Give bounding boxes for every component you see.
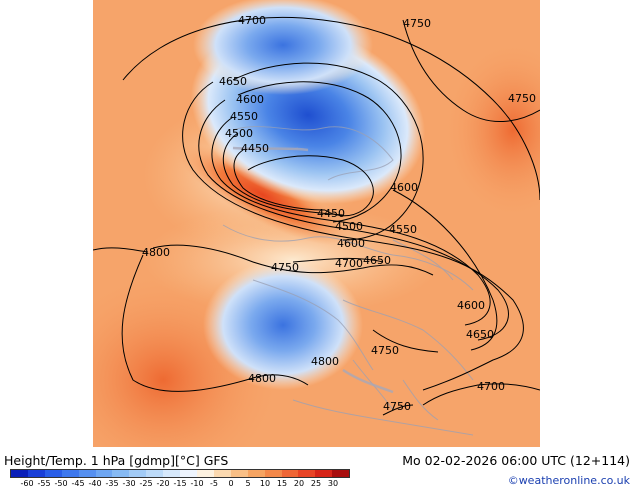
- contour-label: 4750: [403, 17, 431, 30]
- scale-swatch: [230, 470, 248, 477]
- scale-label: 15: [276, 479, 288, 488]
- scale-swatch: [78, 470, 96, 477]
- contour-label: 4700: [335, 257, 363, 270]
- coastlines: [222, 125, 474, 436]
- warm-core-stratospheric: [178, 144, 348, 246]
- scale-swatch: [112, 470, 130, 477]
- contour-label: 4700: [238, 14, 266, 27]
- warm-area-east: [443, 40, 540, 220]
- forecast-valid-time: Mo 02-02-2026 06:00 UTC (12+114): [402, 453, 630, 468]
- scale-swatch: [61, 470, 79, 477]
- land-borders: [232, 146, 394, 394]
- scale-label: -40: [88, 479, 102, 488]
- scale-label: -20: [156, 479, 170, 488]
- scale-label: 25: [310, 479, 322, 488]
- scale-label: -50: [54, 479, 68, 488]
- contour-label: 4650: [466, 328, 494, 341]
- scale-swatch: [146, 470, 164, 477]
- contour-label: 4650: [219, 75, 247, 88]
- scale-swatch: [11, 470, 28, 477]
- contour-label: 4700: [477, 380, 505, 393]
- scale-swatch: [315, 470, 333, 477]
- scale-label: -60: [20, 479, 34, 488]
- scale-label: -45: [71, 479, 85, 488]
- scale-label: 30: [327, 479, 339, 488]
- scale-swatch: [163, 470, 181, 477]
- contour-label: 4750: [371, 344, 399, 357]
- scale-swatch: [281, 470, 299, 477]
- scale-label: -55: [37, 479, 51, 488]
- scale-swatch: [129, 470, 147, 477]
- contour-label: 4750: [271, 261, 299, 274]
- height-contours: [93, 17, 540, 416]
- scale-swatch: [44, 470, 62, 477]
- contour-label: 4600: [236, 93, 264, 106]
- contour-label: 4750: [508, 92, 536, 105]
- contour-label: 4650: [363, 254, 391, 267]
- scale-swatch: [332, 470, 350, 477]
- scale-swatch: [298, 470, 316, 477]
- contour-label: 4450: [241, 142, 269, 155]
- cold-core-south: [203, 260, 363, 390]
- scale-label: -15: [173, 479, 187, 488]
- contour-label: 4600: [457, 299, 485, 312]
- scale-label: 10: [259, 479, 271, 488]
- cold-area-top: [193, 0, 373, 95]
- weather-map: 4700 4750 4750 4650 4600 4550 4500 4450 …: [93, 0, 540, 447]
- contour-label: 4800: [311, 355, 339, 368]
- scale-label: 5: [245, 479, 251, 488]
- scale-label: 0: [228, 479, 234, 488]
- scale-label: -5: [210, 479, 218, 488]
- contour-labels: 4700 4750 4750 4650 4600 4550 4500 4450 …: [142, 14, 536, 413]
- contour-label: 4750: [383, 400, 411, 413]
- scale-label: -35: [105, 479, 119, 488]
- scale-swatch: [27, 470, 45, 477]
- map-title: Height/Temp. 1 hPa [gdmp][°C] GFS: [4, 453, 229, 468]
- contour-label: 4600: [390, 181, 418, 194]
- scale-label: -25: [139, 479, 153, 488]
- scale-swatch: [196, 470, 214, 477]
- source-credit-link[interactable]: ©weatheronline.co.uk: [507, 474, 630, 487]
- scale-label: -30: [122, 479, 136, 488]
- contour-label: 4550: [389, 223, 417, 236]
- scale-swatch: [180, 470, 197, 477]
- scale-swatch: [95, 470, 113, 477]
- scale-swatch: [247, 470, 265, 477]
- scale-label: 20: [293, 479, 305, 488]
- scale-label: -10: [190, 479, 204, 488]
- contour-label: 4800: [142, 246, 170, 259]
- color-scale-bar: [10, 469, 350, 478]
- scale-swatch: [264, 470, 282, 477]
- contour-label: 4800: [248, 372, 276, 385]
- contour-label: 4600: [337, 237, 365, 250]
- map-canvas: 4700 4750 4750 4650 4600 4550 4500 4450 …: [93, 0, 540, 447]
- contour-label: 4550: [230, 110, 258, 123]
- scale-swatch: [213, 470, 231, 477]
- contour-label: 4500: [225, 127, 253, 140]
- color-scale-labels: -60 -55 -50 -45 -40 -35 -30 -25 -20 -15 -10 -5 0 5 10 1…: [10, 479, 350, 489]
- contour-label: 4450: [317, 207, 345, 220]
- contour-label: 4500: [335, 220, 363, 233]
- map-footer: Height/Temp. 1 hPa [gdmp][°C] GFS Mo 02-…: [0, 447, 634, 490]
